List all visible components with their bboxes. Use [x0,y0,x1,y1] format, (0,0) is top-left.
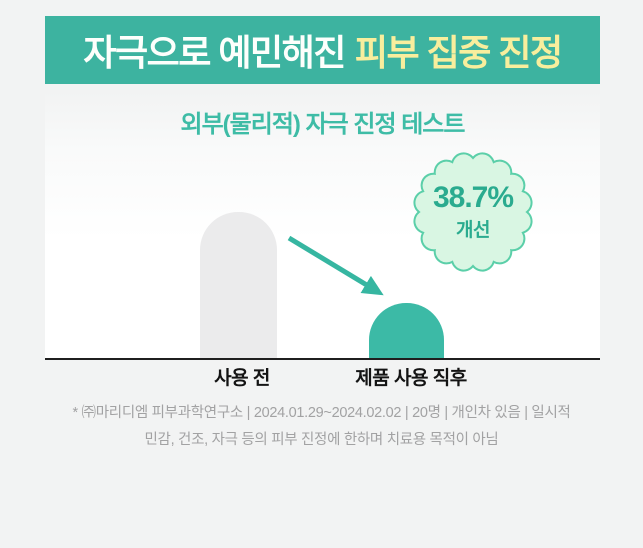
banner: 자극으로 예민해진 피부 집중 진정 [45,16,600,84]
bar-label-before: 사용 전 [214,368,270,389]
disclaimer-line1: * ㈜마리디엠 피부과학연구소 | 2024.01.29~2024.02.02 … [72,405,571,421]
axis-baseline [45,358,600,360]
decrease-arrow-icon [282,230,402,305]
improvement-percent: 38.7% [432,180,514,214]
chart-title: 외부(물리적) 자극 진정 테스트 [180,111,466,138]
bar-after-use [369,303,444,358]
improvement-badge: 38.7% 개선 [403,142,543,282]
improvement-badge-text: 38.7% 개선 [403,142,543,282]
disclaimer-line2: 민감, 건조, 자극 등의 피부 진정에 한하며 치료용 목적이 아님 [144,432,499,448]
improvement-label: 개선 [456,220,490,242]
banner-text-highlight: 피부 집중 진정 [354,32,563,73]
bar-before-use [200,212,277,358]
bar-label-after: 제품 사용 직후 [355,368,467,389]
banner-text-main: 자극으로 예민해진 [83,32,346,73]
starburst-flower-icon [413,152,533,272]
disclaimer: * ㈜마리디엠 피부과학연구소 | 2024.01.29~2024.02.02 … [0,400,643,454]
